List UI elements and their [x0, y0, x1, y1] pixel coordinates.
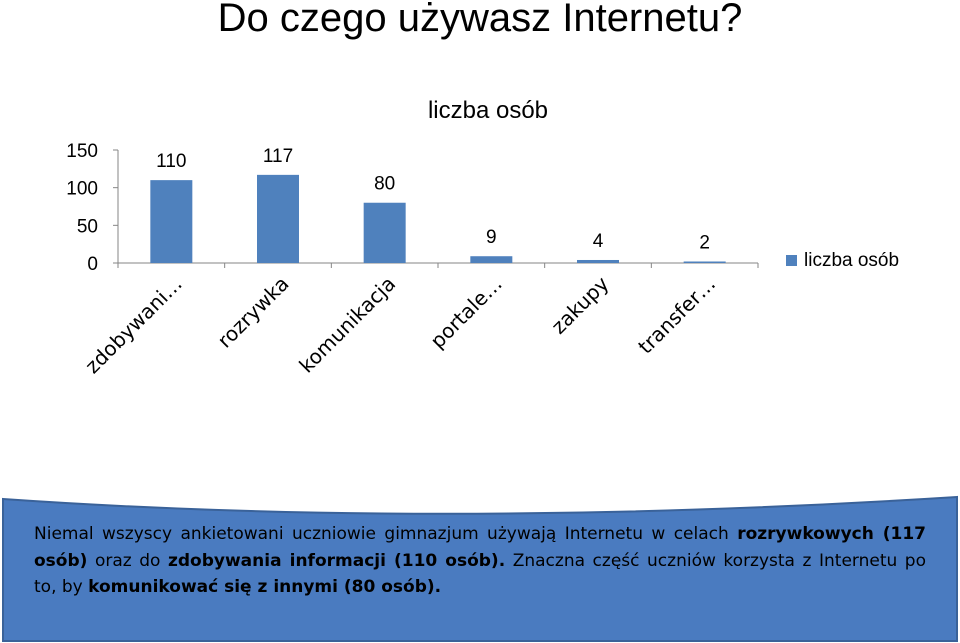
bar-chart: liczba osób 0 50 100 150 110 117 80 9 4 2 zdobyw…	[66, 97, 899, 378]
callout-text-part-1: Niemal wszyscy ankietowani uczniowie gim…	[34, 524, 738, 544]
bar	[577, 259, 619, 263]
data-label: 110	[156, 151, 186, 172]
y-tick-label: 50	[77, 216, 98, 237]
callout-bold-informacje: zdobywania informacji (110 osób).	[167, 550, 506, 571]
bar-series	[150, 174, 726, 263]
slide-title: Do czego używasz Internetu?	[217, 0, 743, 40]
data-label: 9	[486, 227, 497, 248]
bar	[257, 174, 299, 263]
category-label: portale…	[425, 272, 506, 353]
bar	[363, 202, 406, 263]
data-label: 4	[593, 231, 604, 252]
y-axis: 0 50 100 150	[66, 141, 119, 275]
callout-text-part-3: Znaczna część uczniów korzysta z Interne…	[34, 550, 926, 598]
category-labels: zdobywani… rozrywka komunikacja portale… zak…	[80, 271, 720, 378]
data-labels: 110 117 80 9 4 2	[156, 146, 710, 254]
data-label: 80	[374, 174, 395, 195]
callout-text: Niemal wszyscy ankietowani uczniowie gim…	[34, 521, 926, 601]
legend-label: liczba osób	[804, 250, 899, 271]
category-label: rozrywka	[213, 272, 294, 353]
chart-title: liczba osób	[428, 97, 548, 124]
y-tick-label: 150	[66, 141, 98, 162]
data-label: 2	[699, 232, 710, 253]
category-label: transfer…	[633, 272, 720, 359]
callout-text-part-2: oraz do	[87, 550, 168, 571]
callout-background	[2, 495, 958, 642]
y-tick-label: 100	[66, 179, 98, 200]
callout-bold-rozrywka: rozrywkowych (117 osób)	[34, 524, 927, 571]
bar	[150, 180, 193, 263]
y-tick-label: 0	[87, 254, 98, 275]
category-label: komunikacja	[294, 272, 400, 378]
data-label: 117	[263, 146, 293, 167]
category-label: zakupy	[546, 271, 613, 338]
callout-bold-komunikacja: komunikować się z innymi (80 osób).	[88, 577, 442, 597]
bar	[683, 261, 726, 263]
category-label: zdobywani…	[80, 272, 187, 379]
legend: liczba osób	[786, 250, 899, 271]
legend-swatch	[786, 255, 797, 266]
bar	[470, 256, 513, 263]
x-axis	[117, 262, 759, 268]
summary-callout: Niemal wszyscy ankietowani uczniowie gim…	[0, 495, 960, 643]
